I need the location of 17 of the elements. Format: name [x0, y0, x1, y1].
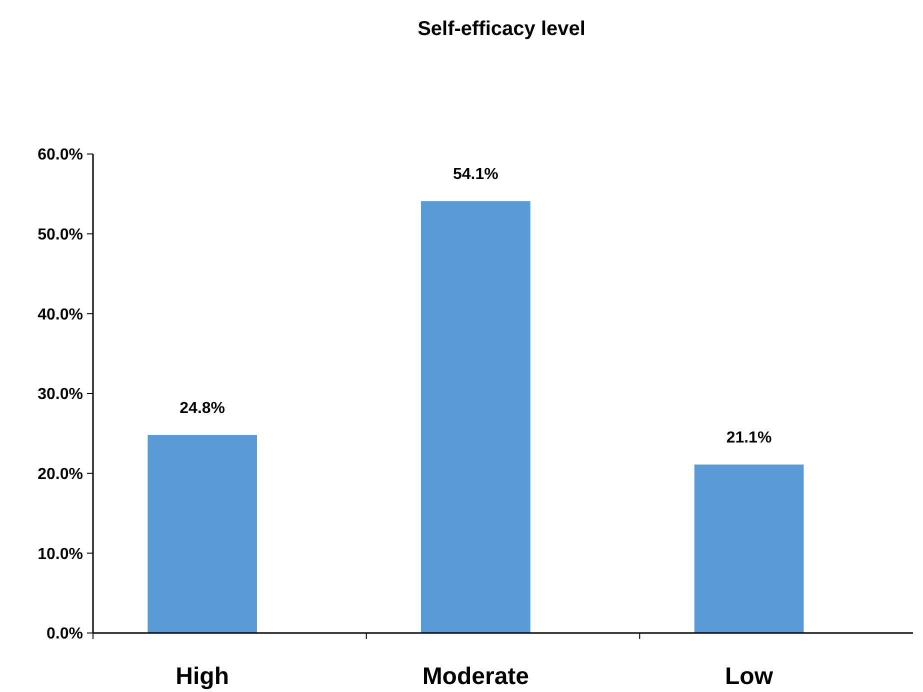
data-label: 24.8% [180, 400, 226, 418]
x-tick-label: Low [725, 663, 774, 690]
data-label: 54.1% [452, 166, 498, 184]
x-tick-label: Moderate [422, 663, 530, 690]
y-tick-label: 50.0% [38, 226, 83, 244]
y-tick-label: 0.0% [46, 626, 83, 643]
x-tick-label: High [176, 663, 229, 690]
y-tick-label: 20.0% [38, 466, 83, 483]
y-tick-label: 60.0% [38, 146, 83, 164]
chart-title: Self-efficacy level [418, 18, 586, 40]
bar [421, 201, 530, 633]
bar [148, 435, 257, 633]
bar [694, 464, 804, 633]
y-tick-label: 30.0% [38, 386, 83, 404]
data-label: 21.1% [726, 430, 772, 447]
y-tick-label: 10.0% [38, 546, 83, 563]
y-tick-label: 40.0% [38, 306, 83, 324]
